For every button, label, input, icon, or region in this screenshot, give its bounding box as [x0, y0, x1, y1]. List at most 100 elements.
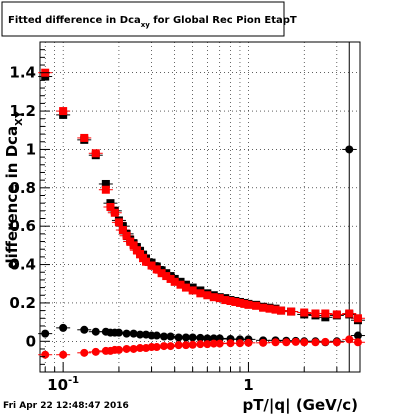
- error-bars: [38, 42, 365, 372]
- data-point-circle: [91, 347, 100, 356]
- data-point-circle: [353, 331, 362, 340]
- data-point-circle: [311, 338, 320, 347]
- data-markers: [41, 68, 362, 359]
- data-point-square: [231, 297, 240, 306]
- data-point-square: [321, 309, 330, 318]
- data-point-square: [110, 208, 119, 217]
- chart-title: Fitted difference in Dcaxy for Global Re…: [8, 15, 297, 29]
- data-point-square: [80, 133, 89, 142]
- data-point-square: [142, 257, 151, 266]
- data-point-square: [196, 289, 205, 298]
- data-point-square: [244, 300, 253, 309]
- data-point-circle: [196, 333, 205, 342]
- y-tick-label: 0.2: [9, 294, 36, 312]
- data-point-circle: [166, 332, 175, 341]
- data-point-circle: [91, 327, 100, 336]
- data-point-circle: [291, 337, 300, 346]
- data-point-circle: [282, 338, 291, 347]
- data-point-circle: [114, 345, 123, 354]
- data-point-square: [106, 203, 115, 211]
- title-box: Fitted difference in Dcaxy for Global Re…: [1, 1, 297, 37]
- x-tick-label-base: 1: [243, 376, 253, 394]
- data-point-circle: [353, 338, 362, 347]
- data-point-square: [226, 297, 235, 306]
- data-point-square: [181, 283, 190, 292]
- data-point-square: [345, 309, 354, 318]
- data-point-circle: [345, 145, 354, 154]
- y-tick-label: 1.2: [9, 102, 36, 120]
- data-point-square: [157, 269, 166, 278]
- y-tick-label: 1.4: [9, 64, 36, 82]
- data-point-circle: [80, 348, 89, 357]
- data-point-circle: [332, 338, 341, 347]
- data-point-circle: [159, 342, 168, 351]
- data-point-square: [287, 307, 296, 316]
- data-point-circle: [259, 338, 268, 347]
- data-point-square: [240, 299, 249, 308]
- data-point-circle: [41, 350, 50, 359]
- data-point-circle: [136, 330, 145, 339]
- data-point-circle: [203, 340, 212, 349]
- data-point-circle: [122, 329, 131, 338]
- data-point-circle: [122, 344, 131, 353]
- y-tick-label: 0.4: [9, 256, 36, 274]
- data-point-square: [265, 304, 274, 313]
- title-frame: [1, 1, 285, 37]
- data-point-circle: [59, 323, 68, 332]
- data-point-square: [101, 179, 110, 188]
- y-tick-label: 0.6: [9, 217, 36, 235]
- data-point-square: [59, 107, 68, 116]
- data-point-square: [170, 277, 179, 286]
- data-point-square: [271, 305, 280, 314]
- data-point-circle: [129, 329, 138, 338]
- data-point-circle: [188, 333, 197, 342]
- data-point-circle: [166, 342, 175, 351]
- data-point-square: [147, 261, 156, 270]
- data-point-square: [353, 314, 362, 323]
- x-axis-title: pT/|q| (GeV/c): [242, 396, 358, 414]
- x-tick-label: 1: [243, 376, 253, 394]
- data-point-circle: [41, 329, 50, 338]
- data-point-square: [162, 272, 171, 281]
- data-point-square: [235, 298, 244, 307]
- data-point-square: [91, 149, 100, 158]
- data-point-square: [118, 226, 127, 235]
- y-axis-title: difference in DcaXY: [3, 110, 25, 269]
- tick-labels: 0 0.2 0.4 0.6 0.8 1 1.2 1.4 10-1 1: [9, 64, 253, 394]
- data-point-circle: [152, 343, 161, 352]
- data-point-circle: [188, 340, 197, 349]
- data-point-square: [259, 303, 268, 312]
- data-point-square: [203, 291, 212, 300]
- data-point-square: [166, 274, 175, 283]
- data-point-circle: [196, 340, 205, 349]
- y-axis-title-subscript: XY: [14, 110, 25, 126]
- data-point-circle: [174, 333, 183, 342]
- grid: [40, 42, 361, 372]
- data-point-circle: [59, 350, 68, 359]
- data-point-circle: [203, 334, 212, 343]
- title-subscript: xy: [141, 21, 151, 29]
- data-point-circle: [159, 332, 168, 341]
- data-point-circle: [152, 331, 161, 340]
- data-point-square: [176, 280, 185, 289]
- data-point-square: [129, 241, 138, 250]
- data-point-circle: [235, 339, 244, 348]
- title-rest: for Global Rec Pion EtapT: [150, 15, 297, 26]
- y-tick-label: 1: [26, 140, 36, 158]
- axis-ticks: [40, 41, 361, 373]
- data-point-square: [332, 310, 341, 319]
- data-point-square: [101, 185, 110, 194]
- data-point-circle: [181, 333, 190, 342]
- x-tick-label-exponent: -1: [68, 375, 79, 386]
- y-tick-label: 0.8: [9, 179, 36, 197]
- data-point-circle: [215, 339, 224, 348]
- y-tick-label: 0: [26, 332, 36, 350]
- x-tick-label: 10-1: [47, 375, 79, 394]
- data-point-circle: [271, 338, 280, 347]
- data-point-circle: [321, 337, 330, 346]
- data-point-square: [215, 294, 224, 303]
- data-point-square: [277, 306, 286, 315]
- date-stamp: Fri Apr 22 12:48:47 2016: [3, 401, 129, 411]
- data-point-square: [221, 296, 230, 305]
